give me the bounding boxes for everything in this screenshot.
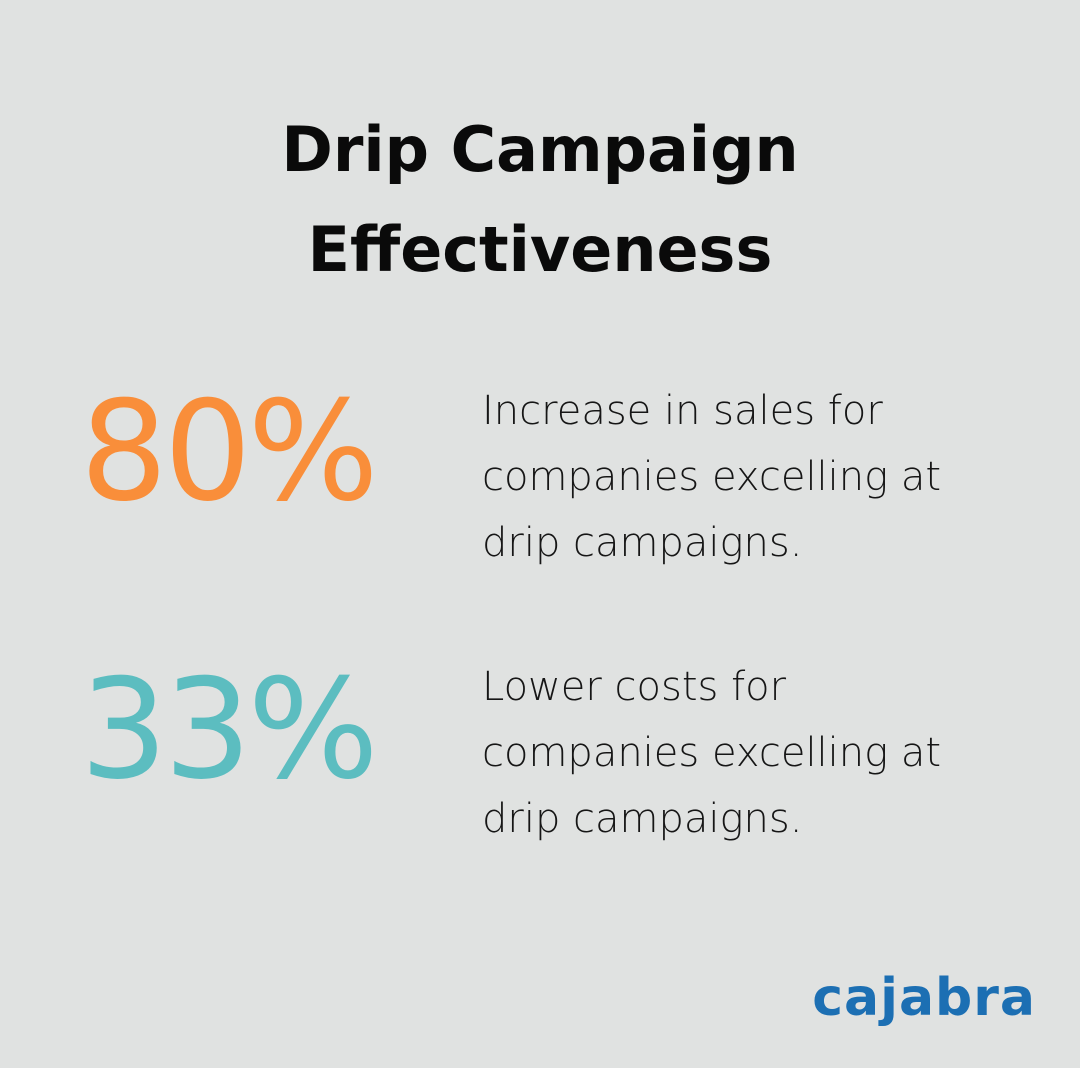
stat-value: 33% (80, 649, 379, 810)
stat: 33% Lower costs for companies excelling … (0, 650, 1080, 880)
stat-value: 80% (80, 371, 379, 532)
stat: 80% Increase in sales for companies exce… (0, 372, 1080, 602)
stat-description: Increase in sales for companies excellin… (482, 388, 942, 566)
logo: cajabra (812, 968, 1036, 1028)
title: Drip Campaign Effectiveness (281, 113, 799, 286)
stat-description: Lower costs for companies excelling at d… (482, 664, 942, 842)
